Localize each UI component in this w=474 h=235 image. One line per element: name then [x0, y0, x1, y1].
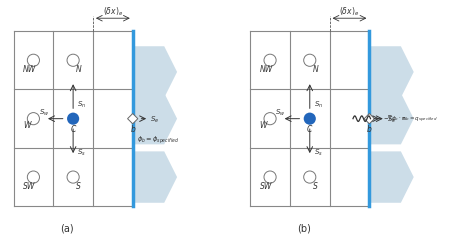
Text: $S_w$: $S_w$ — [39, 107, 49, 118]
Circle shape — [27, 113, 39, 125]
Polygon shape — [369, 46, 414, 98]
Polygon shape — [133, 46, 177, 98]
Polygon shape — [128, 114, 138, 124]
Polygon shape — [364, 114, 374, 124]
Text: SW: SW — [260, 182, 272, 191]
Text: W: W — [23, 121, 30, 130]
Circle shape — [304, 113, 316, 125]
Text: b: b — [367, 125, 372, 134]
Circle shape — [264, 171, 276, 183]
Text: $S_w$: $S_w$ — [275, 107, 286, 118]
Polygon shape — [369, 151, 414, 203]
Text: $S_n$: $S_n$ — [77, 99, 87, 110]
Circle shape — [304, 54, 316, 66]
Text: $(\delta x)_e$: $(\delta x)_e$ — [339, 6, 360, 18]
Circle shape — [67, 54, 79, 66]
Text: $(\delta x)_e$: $(\delta x)_e$ — [103, 6, 123, 18]
Circle shape — [264, 113, 276, 125]
Text: N: N — [76, 65, 82, 74]
Text: b: b — [130, 125, 135, 134]
Text: $S_e$: $S_e$ — [150, 115, 159, 125]
Circle shape — [67, 171, 79, 183]
Polygon shape — [133, 93, 177, 144]
Text: C: C — [71, 125, 76, 134]
Text: C: C — [307, 125, 312, 134]
Polygon shape — [133, 151, 177, 203]
Text: S: S — [76, 182, 81, 191]
Text: (b): (b) — [297, 224, 311, 234]
Text: $\phi_b = \phi_{specified}$: $\phi_b = \phi_{specified}$ — [137, 135, 179, 146]
Circle shape — [27, 54, 39, 66]
Circle shape — [67, 113, 79, 125]
Text: $-\nabla\phi_b \cdot \mathbf{n}_b = q_{specified}$: $-\nabla\phi_b \cdot \mathbf{n}_b = q_{s… — [383, 114, 438, 125]
Text: W: W — [260, 121, 267, 130]
Text: $S_s$: $S_s$ — [314, 148, 323, 158]
Text: NW: NW — [260, 65, 273, 74]
Circle shape — [27, 171, 39, 183]
Polygon shape — [369, 93, 414, 144]
Text: SW: SW — [23, 182, 35, 191]
Circle shape — [264, 54, 276, 66]
Text: $S_e$: $S_e$ — [387, 115, 396, 125]
Text: NW: NW — [23, 65, 36, 74]
Text: (a): (a) — [61, 224, 74, 234]
Text: S: S — [312, 182, 318, 191]
Circle shape — [304, 171, 316, 183]
Text: $S_n$: $S_n$ — [314, 99, 323, 110]
Text: $S_s$: $S_s$ — [77, 148, 86, 158]
Text: N: N — [312, 65, 319, 74]
